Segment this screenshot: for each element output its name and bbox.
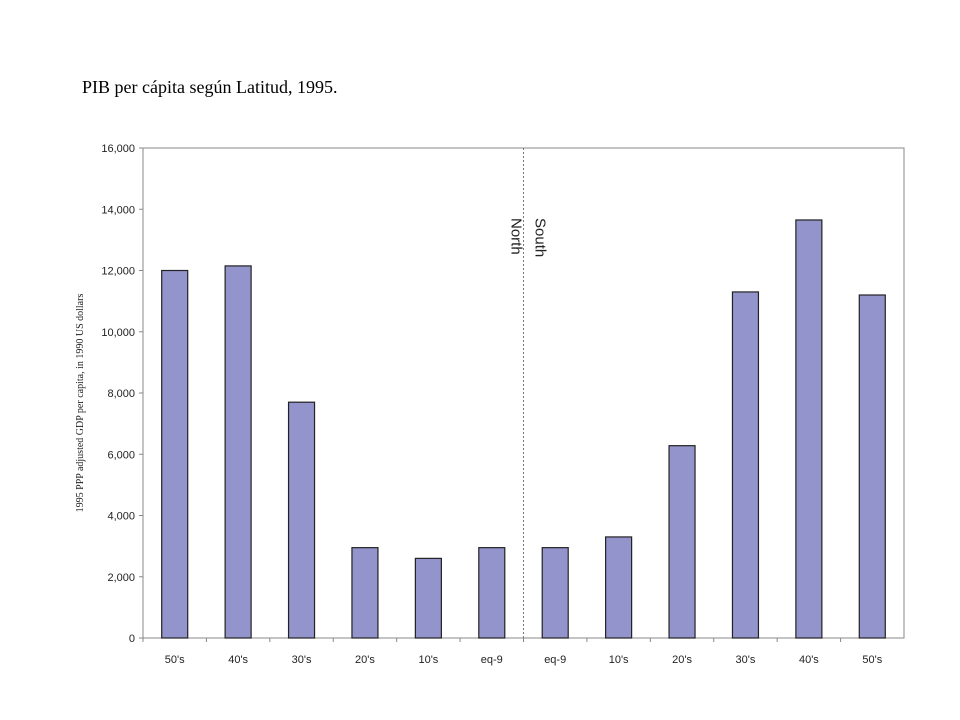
y-tick-label: 0 <box>129 633 135 645</box>
north-label: North <box>508 218 525 255</box>
bar <box>414 557 442 639</box>
x-tick-label: 40's <box>799 654 819 666</box>
x-tick-label: eq-9 <box>481 654 503 666</box>
bars <box>161 219 886 639</box>
y-tick-label: 16,000 <box>101 143 135 155</box>
bar <box>795 219 823 639</box>
y-tick-label: 6,000 <box>107 449 135 461</box>
bar <box>161 269 189 639</box>
y-tick-label: 14,000 <box>101 204 135 216</box>
south-label: South <box>532 218 549 257</box>
x-tick-label: 50's <box>165 654 185 666</box>
y-axis-label: 1995 PPP adjusted GDP per capita, in 199… <box>75 294 86 513</box>
bar <box>858 294 886 639</box>
bar <box>731 291 760 639</box>
bar <box>224 265 252 639</box>
x-tick-label: 30's <box>736 654 756 666</box>
x-tick-label: 40's <box>228 654 248 666</box>
bar <box>668 445 696 639</box>
y-tick-label: 4,000 <box>107 511 135 523</box>
slide-title: PIB per cápita según Latitud, 1995. <box>82 77 338 97</box>
x-tick-label: 10's <box>418 654 438 666</box>
x-tick-label: 20's <box>672 654 692 666</box>
bar <box>605 536 633 639</box>
bar <box>478 547 506 639</box>
y-tick-label: 10,000 <box>101 327 135 339</box>
y-tick-label: 8,000 <box>107 388 135 400</box>
x-tick-label: eq-9 <box>544 654 566 666</box>
x-tick-label: 10's <box>609 654 629 666</box>
y-tick-label: 12,000 <box>101 266 135 278</box>
x-axis-ticks: 50's 40's 30's 20's 10's eq-9 eq-9 10's 20's 30's… <box>142 638 883 666</box>
y-tick-label: 2,000 <box>107 572 135 584</box>
bar <box>351 547 379 639</box>
bar <box>541 547 569 639</box>
x-tick-label: 50's <box>862 654 882 666</box>
x-tick-label: 20's <box>355 654 375 666</box>
y-axis-ticks: 0 2,000 4,000 6,000 8,000 10,000 12,000 14,000 1… <box>101 143 143 645</box>
x-tick-label: 30's <box>292 654 312 666</box>
bar <box>287 401 316 639</box>
